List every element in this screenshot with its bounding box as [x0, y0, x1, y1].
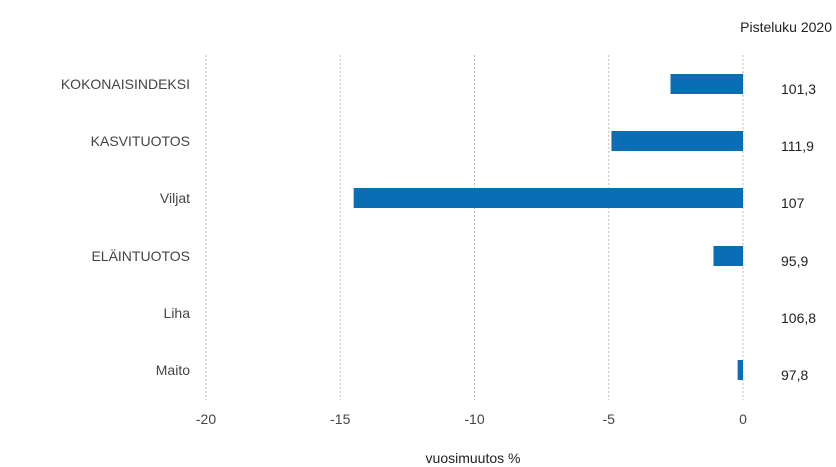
x-tick-labels: -20 -15 -10 -5 0 [196, 411, 747, 427]
score-label: 107 [781, 195, 805, 211]
bars [353, 74, 743, 380]
bar [670, 74, 743, 94]
score-labels: 101,3 111,9 107 95,9 106,8 97,8 [781, 81, 816, 383]
category-label: KOKONAISINDEKSI [61, 76, 190, 92]
bar [353, 188, 743, 208]
category-label: ELÄINTUOTOS [91, 248, 190, 264]
category-label: Liha [164, 305, 191, 321]
x-axis-label: vuosimuutos % [426, 450, 521, 466]
bar [713, 246, 743, 266]
x-tick-label: 0 [739, 411, 747, 427]
x-tick-label: -10 [464, 411, 484, 427]
bar [611, 131, 743, 151]
score-label: 97,8 [781, 367, 808, 383]
score-label: 95,9 [781, 253, 808, 269]
x-tick-label: -15 [330, 411, 350, 427]
gridlines [205, 55, 744, 400]
score-label: 111,9 [781, 138, 814, 154]
bar [737, 360, 743, 380]
x-tick-label: -20 [196, 411, 216, 427]
x-tick-label: -5 [603, 411, 616, 427]
score-label: 101,3 [781, 81, 816, 97]
category-label: Viljat [160, 190, 190, 206]
score-header: Pisteluku 2020 [740, 19, 832, 35]
category-labels: KOKONAISINDEKSI KASVITUOTOS Viljat ELÄINTUO… [61, 76, 190, 378]
category-label: Maito [156, 362, 190, 378]
category-label: KASVITUOTOS [91, 133, 190, 149]
score-label: 106,8 [781, 310, 816, 326]
